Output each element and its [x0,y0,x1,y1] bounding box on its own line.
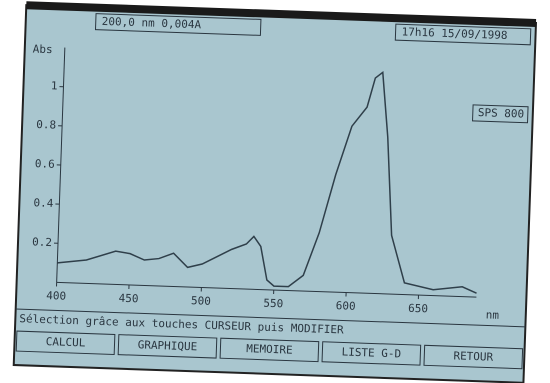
screen: 200,0 nm 0,004A 17h16 15/09/1998 SPS 800… [0,0,550,383]
x-tick-label: 650 [408,302,428,316]
badge: SPS 800 [478,106,525,121]
button-label[interactable]: LISTE G-D [341,345,401,360]
page: 200,0 nm 0,004A 17h16 15/09/1998 SPS 800… [0,0,550,383]
y-tick-label: 0.8 [36,118,56,132]
x-tick-label: 400 [46,289,66,303]
y-tick-label: 1 [51,79,58,92]
button-label[interactable]: MEMOIRE [246,342,293,357]
x-tick-label: 600 [335,299,355,313]
y-label: Abs [33,42,53,56]
y-tick-label: 0.4 [33,196,54,210]
x-label: nm [486,308,500,321]
button-label[interactable]: CALCUL [45,335,86,349]
button-label[interactable]: GRAPHIQUE [137,338,197,353]
x-tick-label: 450 [118,292,138,306]
y-tick-label: 0.2 [32,235,52,249]
button-label[interactable]: RETOUR [453,349,494,363]
y-tick-label: 0.6 [35,157,55,171]
x-tick-label: 500 [191,294,211,308]
device: 200,0 nm 0,004A 17h16 15/09/1998 SPS 800… [14,1,536,383]
x-tick-label: 550 [263,297,283,311]
